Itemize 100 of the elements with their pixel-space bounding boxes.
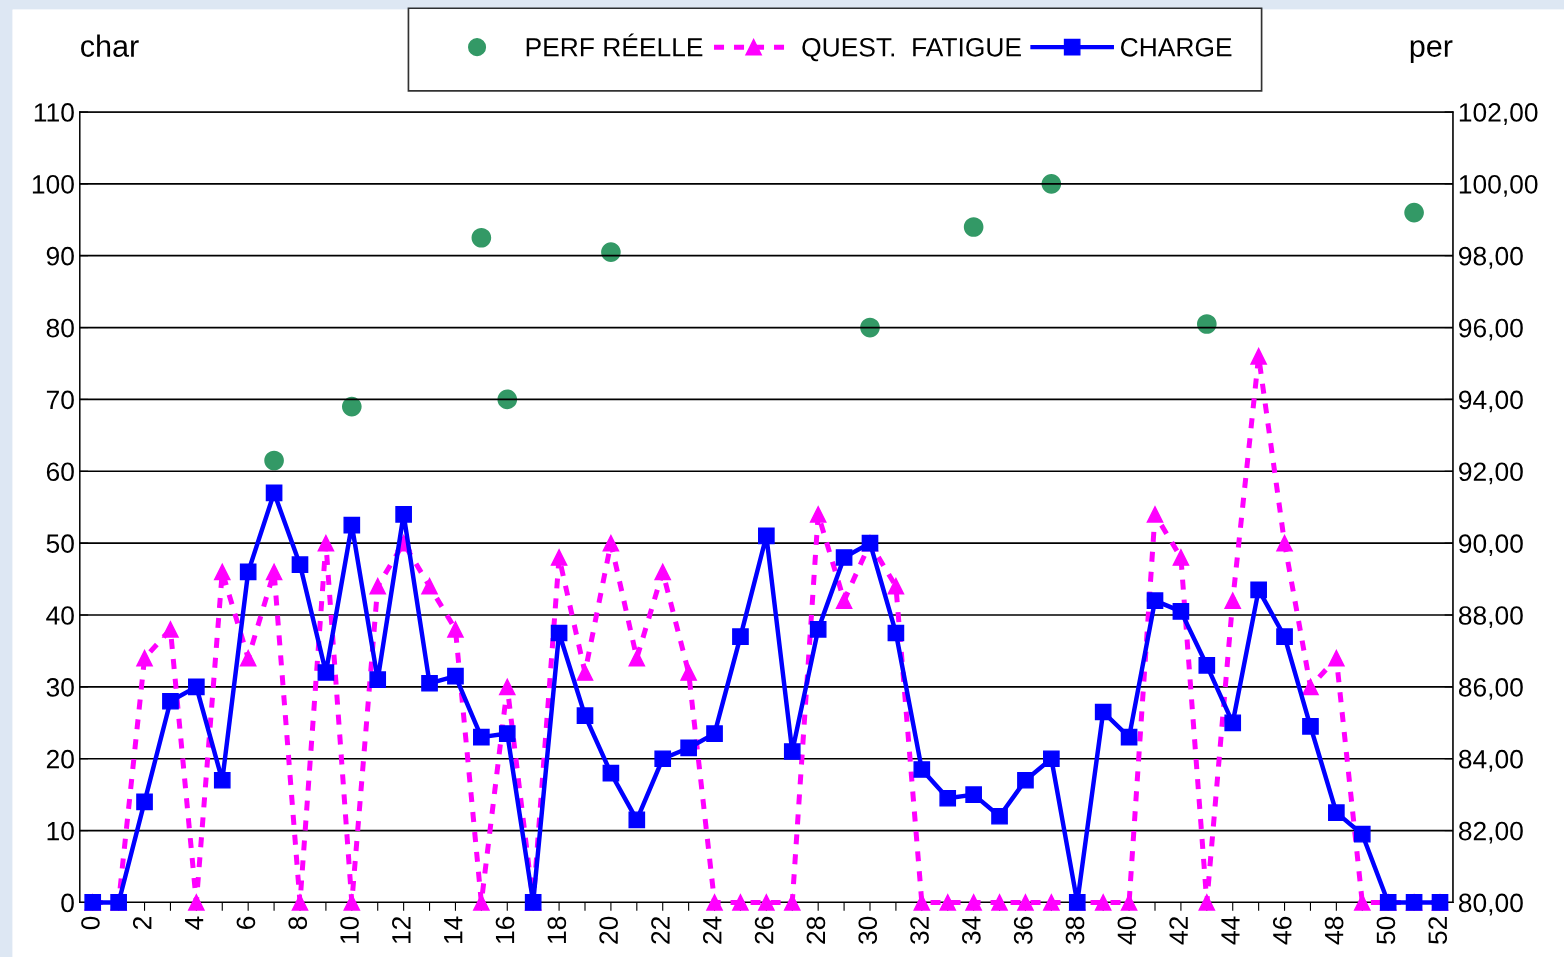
point: [991, 894, 1008, 911]
y-tick-label: 60: [46, 462, 74, 482]
point: [447, 667, 464, 685]
point: [939, 789, 957, 807]
x-tick-label: 24: [702, 916, 722, 944]
x-tick-label: 22: [651, 916, 670, 944]
x-tick-label: 38: [1065, 916, 1085, 944]
point: [239, 563, 257, 581]
point: [343, 894, 361, 911]
point: [471, 227, 492, 248]
point: [1146, 506, 1164, 523]
point: [213, 771, 231, 789]
point: [887, 624, 905, 642]
point: [162, 692, 179, 710]
point: [835, 549, 853, 566]
x-tick-label: 36: [1013, 916, 1033, 944]
point: [965, 894, 982, 911]
point: [758, 894, 775, 911]
point: [1224, 592, 1242, 609]
point: [213, 563, 231, 581]
y-tick-label: 20: [46, 749, 74, 769]
point: [1120, 728, 1138, 746]
point: [732, 628, 749, 645]
point: [1172, 603, 1190, 620]
x-tick-label: 6: [236, 916, 256, 929]
point: [162, 621, 179, 638]
y-tick-label: 100: [32, 174, 74, 194]
point: [136, 793, 153, 811]
point: [498, 678, 516, 696]
y2-tick-label: 84,00: [1458, 749, 1523, 772]
point: [835, 592, 853, 609]
x-tick-label: 26: [754, 916, 774, 944]
x-tick-label: 48: [1324, 916, 1344, 945]
x-tick-label: 2: [132, 916, 152, 929]
x-tick-label: 52: [1428, 916, 1448, 944]
point: [1302, 718, 1319, 735]
point: [680, 739, 697, 757]
point: [1197, 314, 1217, 334]
y2-tick-label: 82,00: [1458, 821, 1523, 844]
y-tick-label: 40: [46, 606, 74, 625]
point: [706, 725, 723, 742]
y2-tick-label: 86,00: [1458, 678, 1523, 700]
point: [1250, 581, 1267, 599]
y-tick-label: 50: [46, 534, 74, 553]
point: [1198, 656, 1216, 674]
point: [497, 389, 518, 410]
point: [136, 649, 153, 667]
point: [576, 707, 594, 724]
point: [1328, 649, 1345, 667]
point: [628, 649, 646, 667]
x-tick-label: 50: [1376, 916, 1396, 944]
point: [654, 563, 672, 581]
y2-tick-label: 100,00: [1459, 174, 1538, 197]
point: [369, 671, 387, 689]
point: [628, 811, 646, 829]
y2-tick-label: 102,00: [1459, 103, 1538, 125]
x-tick-label: 0: [81, 916, 100, 930]
y-tick-label: 30: [46, 678, 74, 697]
y-tick-label: 80: [46, 318, 74, 338]
x-tick-label: 14: [444, 916, 463, 943]
point: [732, 894, 749, 911]
x-tick-label: 8: [288, 916, 308, 930]
point: [809, 506, 827, 523]
y2-tick-label: 90,00: [1459, 534, 1523, 557]
point: [1094, 703, 1112, 721]
point: [1250, 347, 1267, 365]
point: [369, 577, 387, 595]
x-tick-label: 30: [858, 916, 878, 944]
point: [1404, 202, 1424, 223]
y2-tick-label: 96,00: [1459, 318, 1523, 341]
legend-label: QUEST. FATIGUE: [802, 37, 1021, 62]
point: [239, 649, 257, 667]
legend-label: CHARGE: [1121, 37, 1232, 57]
y2-tick-label: 94,00: [1459, 390, 1523, 413]
point: [1017, 894, 1034, 911]
point: [498, 725, 516, 742]
point: [1017, 771, 1034, 789]
point: [421, 674, 438, 692]
point: [473, 894, 490, 911]
point: [447, 621, 464, 638]
x-tick-label: 42: [1169, 916, 1188, 945]
y-tick-label: 10: [47, 821, 74, 841]
point: [1198, 894, 1216, 911]
point: [1043, 894, 1060, 911]
x-tick-label: 46: [1272, 916, 1292, 945]
point: [1276, 534, 1293, 552]
point: [550, 624, 568, 642]
point: [680, 664, 697, 681]
x-tick-label: 40: [1117, 916, 1137, 945]
point: [963, 217, 984, 237]
point: [188, 678, 205, 696]
point: [317, 534, 335, 552]
y-tick-label: 110: [34, 103, 74, 122]
y-tick-label: 90: [46, 246, 74, 266]
y-tick-label: 70: [46, 390, 74, 410]
point: [1043, 750, 1060, 768]
point: [887, 577, 905, 595]
point: [291, 894, 309, 911]
y-axis-title: char: [81, 34, 139, 57]
point: [991, 807, 1008, 825]
